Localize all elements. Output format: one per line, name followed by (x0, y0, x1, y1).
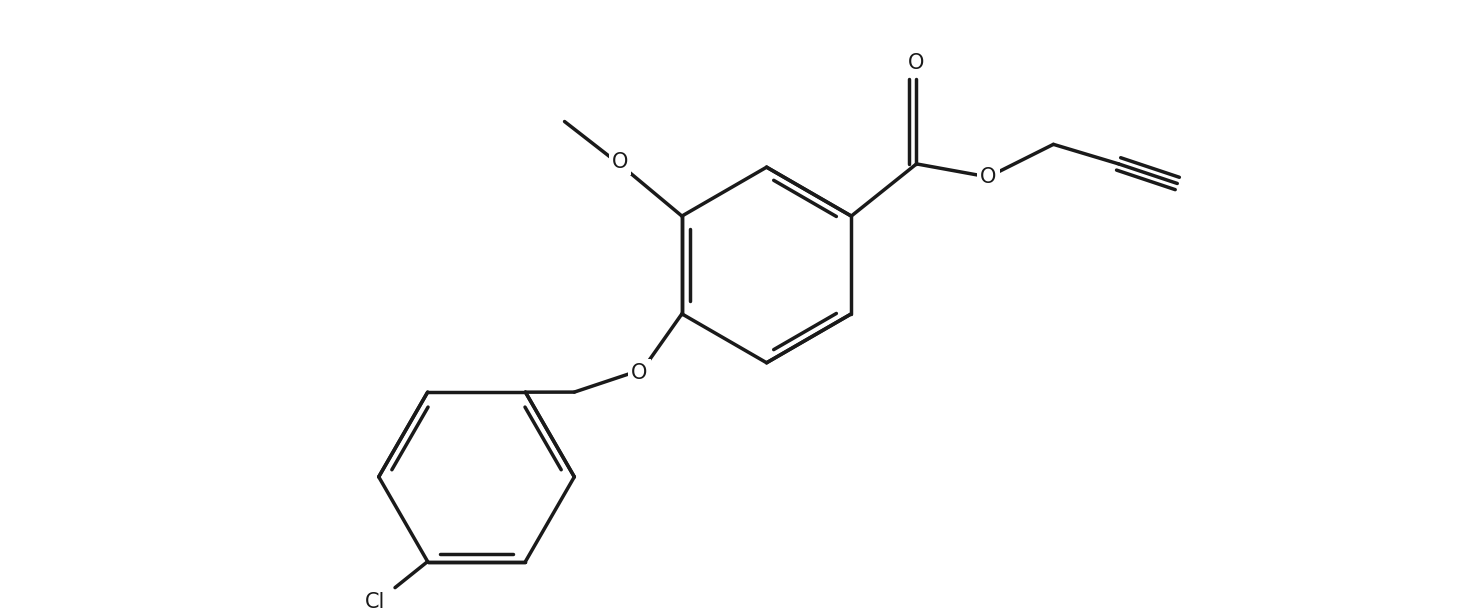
Text: Cl: Cl (366, 592, 386, 612)
Text: O: O (612, 152, 628, 172)
Text: O: O (631, 362, 647, 383)
Text: O: O (981, 167, 997, 187)
Text: O: O (909, 53, 925, 73)
